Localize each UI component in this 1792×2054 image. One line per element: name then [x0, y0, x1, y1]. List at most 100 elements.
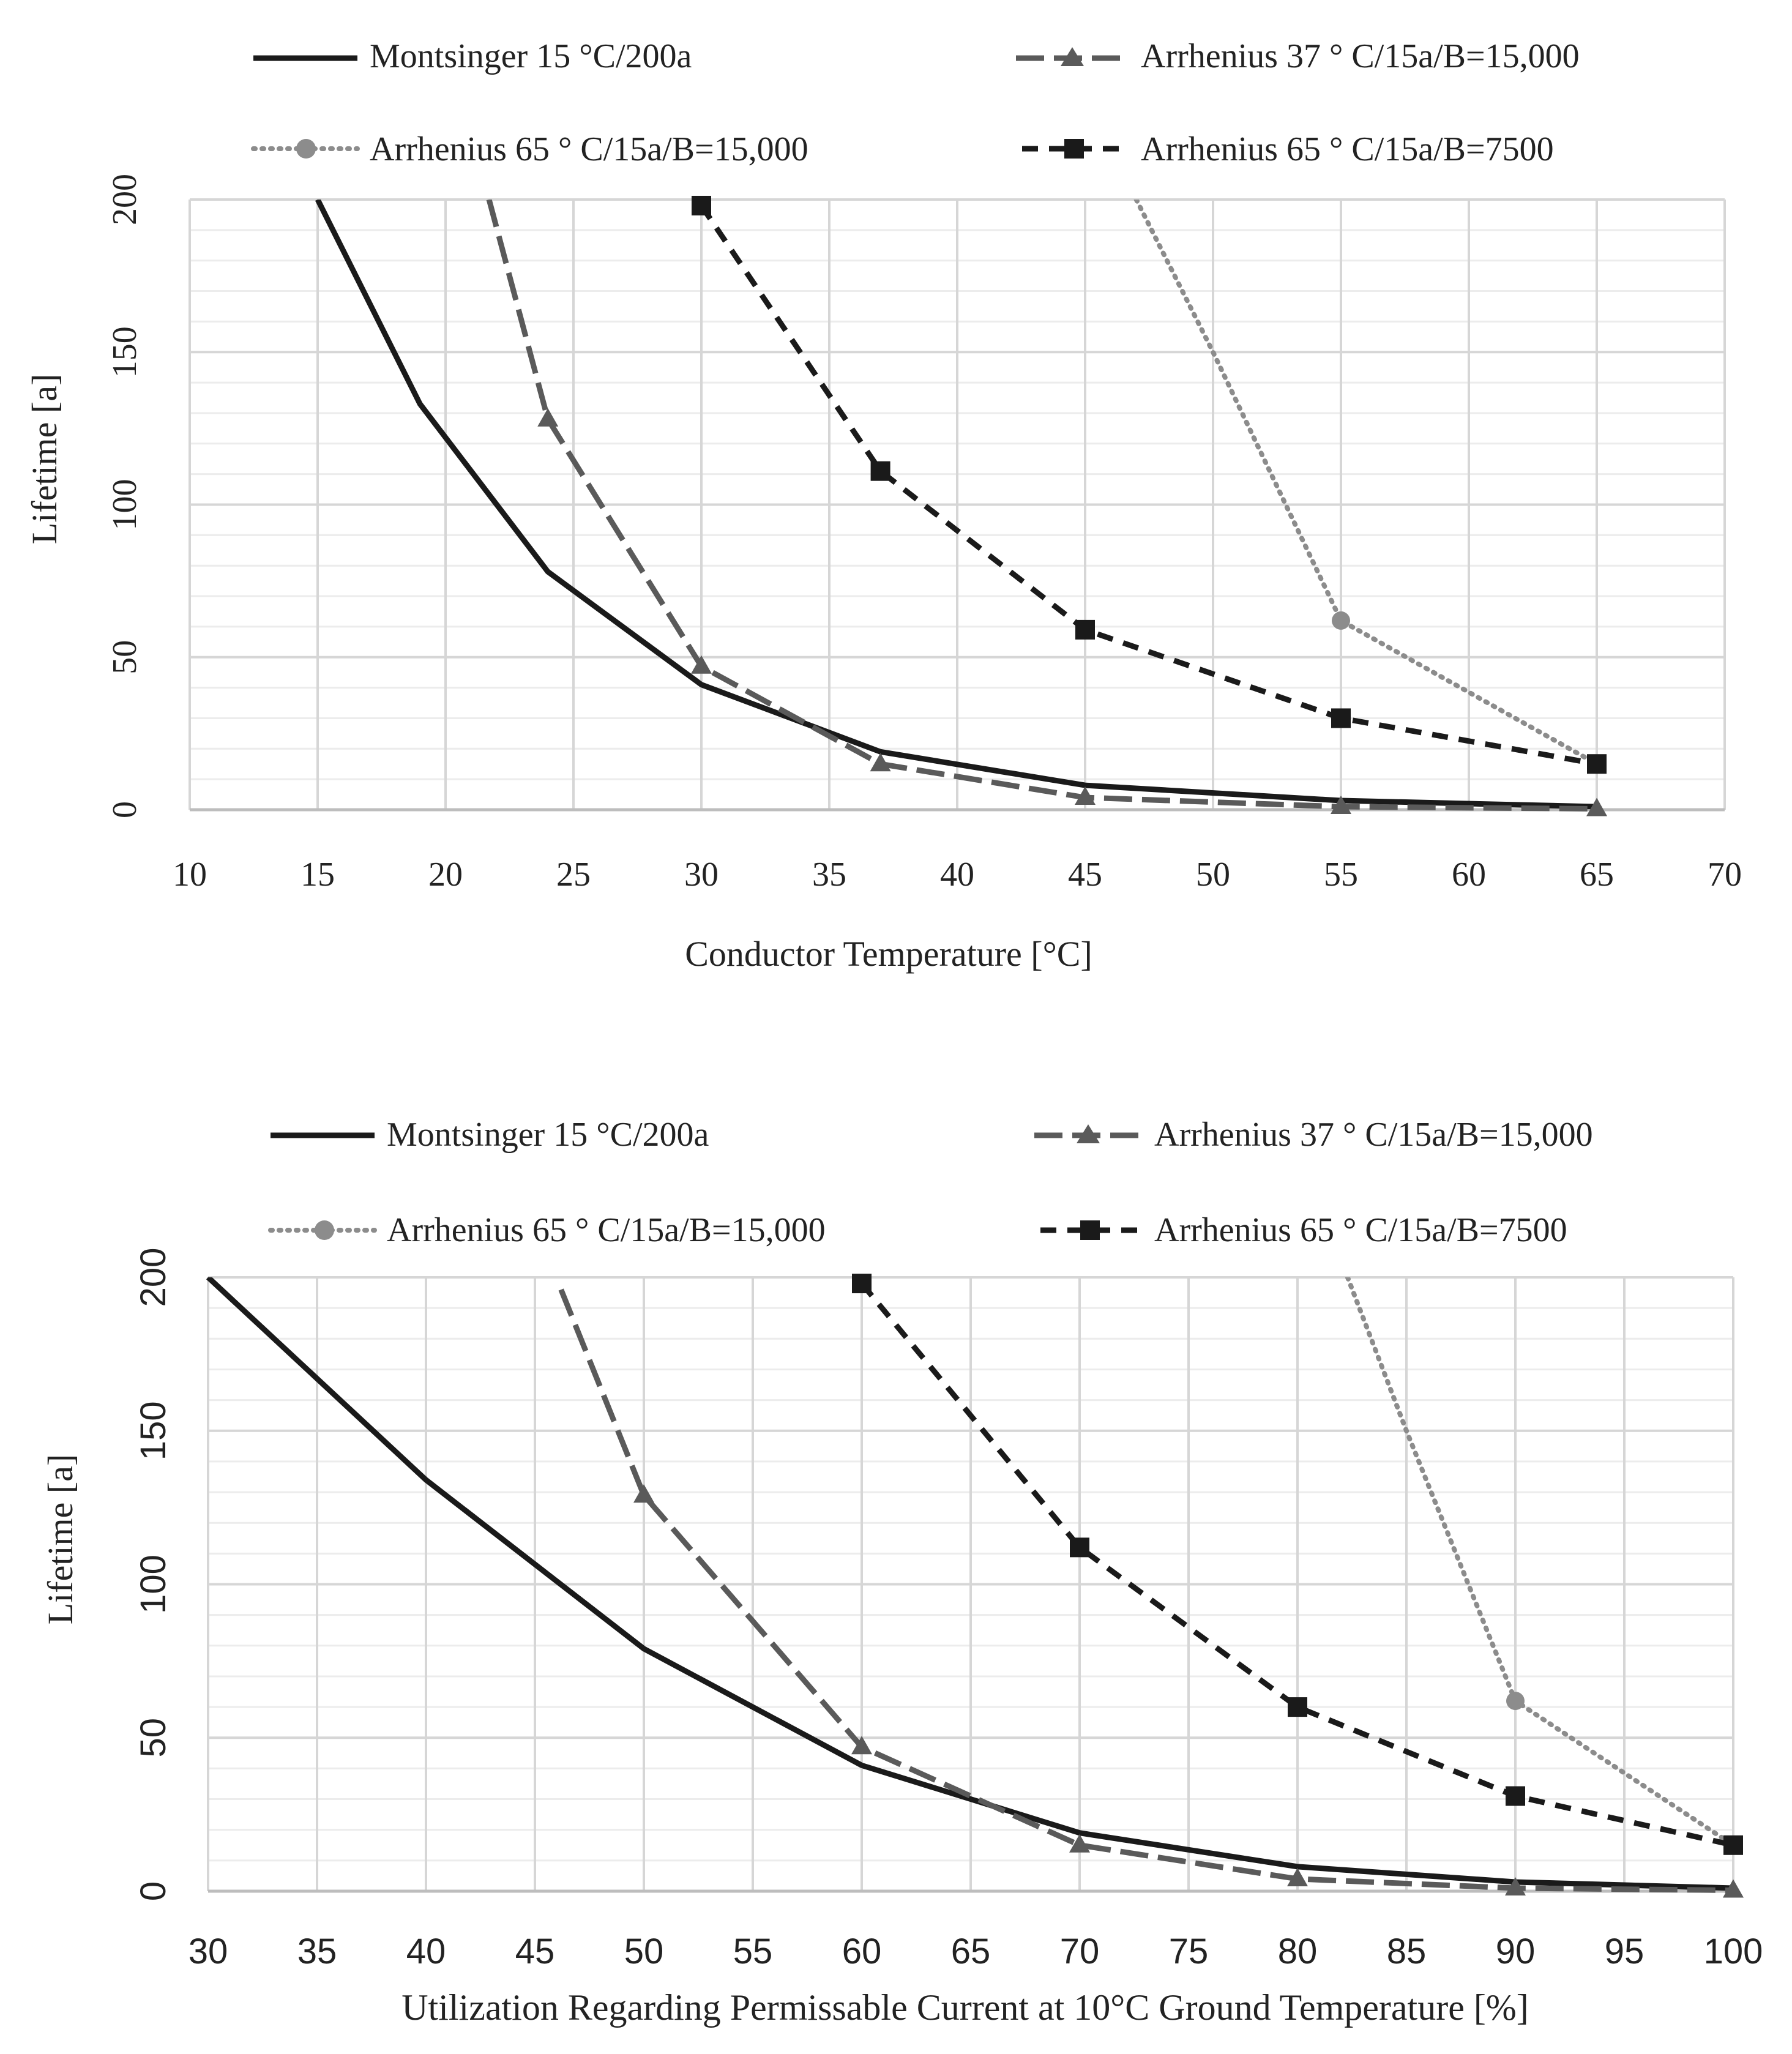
data-point-square — [1075, 619, 1095, 640]
legend-entry-arrhenius-65: Arrhenius 65 ° C/15a/B=15,000 — [268, 1211, 826, 1249]
y-tick-label: 50 — [133, 1718, 173, 1758]
legend-label-arrhenius-65-7500: Arrhenius 65 ° C/15a/B=7500 — [1154, 1211, 1567, 1249]
data-point-square — [852, 1274, 872, 1294]
y-axis-title: Lifetime [a] — [40, 1454, 80, 1625]
x-axis-title: Conductor Temperature [°C] — [685, 934, 1092, 974]
series-1 — [486, 200, 1607, 816]
data-point-triangle — [633, 1484, 654, 1503]
x-tick-labels: 10 15 20 25 30 35 40 45 50 55 60 65 70 — [173, 856, 1742, 894]
series-line — [206, 1277, 1734, 1891]
series-line — [1133, 200, 1599, 767]
data-point-triangle — [1505, 1877, 1526, 1895]
data-point-triangle — [537, 408, 559, 427]
legend-label-arrhenius-65: Arrhenius 65 ° C/15a/B=15,000 — [370, 130, 808, 168]
x-tick-label: 50 — [1196, 856, 1230, 894]
series-line — [558, 1288, 1734, 1893]
y-tick-label: 0 — [133, 1881, 173, 1901]
x-tick-label: 85 — [1387, 1932, 1427, 1971]
y-tick-label: 100 — [133, 1555, 173, 1614]
x-tick-label: 100 — [1704, 1932, 1763, 1971]
data-point-triangle — [691, 655, 712, 674]
y-tick-label: 50 — [106, 640, 144, 674]
legend-label-arrhenius-37: Arrhenius 37 ° C/15a/B=15,000 — [1141, 37, 1580, 75]
legend-entry-arrhenius-37: Arrhenius 37 ° C/15a/B=15,000 — [1016, 37, 1580, 75]
data-point-triangle — [1723, 1879, 1744, 1898]
data-point-square — [1288, 1697, 1307, 1717]
legend-triangle-marker — [1061, 47, 1084, 66]
x-tick-label: 75 — [1169, 1932, 1209, 1971]
data-point-triangle — [870, 753, 891, 772]
y-tick-label: 200 — [133, 1248, 173, 1307]
legend-label-arrhenius-65-7500: Arrhenius 65 ° C/15a/B=7500 — [1141, 130, 1554, 168]
x-tick-label: 55 — [733, 1932, 773, 1971]
legend: Montsinger 15 °C/200a Arrhenius 37 ° C/1… — [251, 37, 1580, 168]
series-0 — [206, 1277, 1734, 1891]
data-point-square — [1723, 1835, 1743, 1855]
x-tick-label: 30 — [189, 1932, 228, 1971]
x-tick-label: 50 — [624, 1932, 664, 1971]
legend-label-arrhenius-37: Arrhenius 37 ° C/15a/B=15,000 — [1154, 1116, 1593, 1154]
x-tick-label: 15 — [301, 856, 335, 894]
series-1 — [558, 1288, 1744, 1898]
series-3 — [852, 1274, 1743, 1855]
x-tick-label: 35 — [297, 1932, 337, 1971]
legend-circle-marker — [315, 1220, 334, 1240]
x-tick-label: 45 — [1068, 856, 1102, 894]
x-tick-label: 95 — [1605, 1932, 1645, 1971]
x-tick-labels: 30 35 40 45 50 55 60 65 70 75 80 85 90 95 100 — [189, 1932, 1763, 1971]
legend-label-arrhenius-65: Arrhenius 65 ° C/15a/B=15,000 — [387, 1211, 826, 1249]
series-layer — [315, 195, 1607, 816]
data-point-square — [870, 461, 890, 481]
legend-entry-montsinger: Montsinger 15 °C/200a — [271, 1116, 709, 1154]
legend-circle-marker — [296, 139, 316, 159]
legend-entry-arrhenius-37: Arrhenius 37 ° C/15a/B=15,000 — [1034, 1116, 1593, 1154]
x-tick-label: 20 — [428, 856, 463, 894]
x-tick-label: 55 — [1324, 856, 1358, 894]
y-axis-title: Lifetime [a] — [24, 374, 64, 545]
y-tick-label: 100 — [106, 479, 144, 531]
x-tick-label: 30 — [684, 856, 719, 894]
series-line — [1345, 1277, 1736, 1848]
data-point-square — [692, 195, 711, 215]
x-tick-label: 40 — [406, 1932, 446, 1971]
x-tick-label: 10 — [173, 856, 207, 894]
y-tick-label: 150 — [106, 326, 144, 378]
data-point-triangle — [1075, 786, 1096, 805]
x-tick-label: 60 — [842, 1932, 882, 1971]
data-point-triangle — [1287, 1867, 1308, 1886]
legend-square-marker — [1064, 139, 1084, 159]
y-tick-label: 0 — [106, 801, 144, 818]
x-tick-label: 25 — [556, 856, 591, 894]
data-point-square — [1070, 1537, 1089, 1558]
legend-entry-arrhenius-65: Arrhenius 65 ° C/15a/B=15,000 — [251, 130, 808, 168]
legend-triangle-marker — [1077, 1124, 1100, 1143]
chart-temperature: Montsinger 15 °C/200a Arrhenius 37 ° C/1… — [24, 37, 1742, 974]
x-tick-label: 70 — [1060, 1932, 1100, 1971]
legend-label-montsinger: Montsinger 15 °C/200a — [387, 1116, 709, 1154]
major-gridlines — [207, 1276, 1734, 1891]
y-tick-labels: 0 50 100 150 200 — [106, 174, 144, 818]
series-line — [859, 1282, 1734, 1848]
x-tick-label: 40 — [940, 856, 974, 894]
x-tick-label: 65 — [951, 1932, 991, 1971]
data-point-square — [1587, 754, 1607, 774]
y-tick-labels: 0 50 100 150 200 — [133, 1248, 173, 1902]
y-tick-label: 200 — [106, 174, 144, 225]
legend-entry-arrhenius-65-7500: Arrhenius 65 ° C/15a/B=7500 — [1040, 1211, 1567, 1249]
x-tick-label: 35 — [812, 856, 846, 894]
data-point-square — [1331, 708, 1351, 728]
chart-utilization: Montsinger 15 °C/200a Arrhenius 37 ° C/1… — [40, 1116, 1763, 2028]
legend-entry-arrhenius-65-7500: Arrhenius 65 ° C/15a/B=7500 — [1022, 130, 1554, 168]
data-point-square — [1506, 1786, 1525, 1806]
x-axis-title: Utilization Regarding Permissable Curren… — [401, 1987, 1529, 2028]
data-point-triangle — [1586, 797, 1607, 816]
x-tick-label: 45 — [515, 1932, 555, 1971]
x-tick-label: 70 — [1708, 856, 1742, 894]
x-tick-label: 80 — [1278, 1932, 1318, 1971]
y-tick-label: 150 — [133, 1401, 173, 1460]
series-line — [699, 204, 1597, 767]
data-point-triangle — [1069, 1834, 1090, 1853]
legend: Montsinger 15 °C/200a Arrhenius 37 ° C/1… — [268, 1116, 1593, 1249]
data-point-triangle — [1331, 796, 1351, 815]
legend-square-marker — [1080, 1220, 1100, 1240]
